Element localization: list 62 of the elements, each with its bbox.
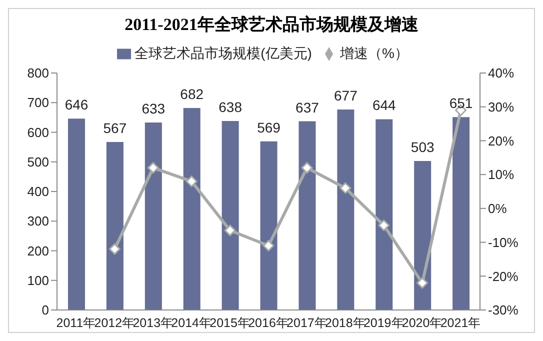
y-tick-label: 200 [27,243,49,258]
x-tick-label: 2020年 [402,316,443,330]
bar [183,108,200,310]
y-tick-label: 100 [27,272,49,288]
point [224,224,236,236]
data-label: 646 [64,96,88,113]
x-tick-label: 2012年 [94,316,136,330]
x-tick-label: 2018年 [325,316,366,330]
x-tick-label: 2013年 [132,316,174,330]
bar [376,119,393,310]
point [108,243,120,255]
x-tick-label: 2014年 [171,316,212,330]
data-label: 677 [334,87,358,104]
data-label: 503 [410,138,434,155]
data-label: 651 [449,95,473,112]
y-tick-label: 500 [27,154,49,170]
legend-label: 全球艺术品市场规模(亿美元) [134,45,312,61]
x-tick-label: 2015年 [210,316,250,330]
y-tick-label: 700 [27,95,49,110]
y2-tick-label: 20% [488,133,514,148]
y-tick-label: 600 [27,124,49,140]
x-tick-label: 2016年 [248,316,289,330]
point [147,162,159,174]
bar [298,121,316,310]
bar [414,160,432,310]
bar [260,141,278,310]
bar [222,120,239,310]
bar [337,109,354,310]
x-tick-label: 2017年 [286,316,328,330]
legend-label: 增速（%） [340,45,408,61]
data-label: 638 [218,98,242,115]
point [416,277,428,289]
bar [452,117,470,310]
y2-tick-label: -20% [488,268,519,284]
bar [144,122,162,310]
data-label: 569 [257,119,281,136]
data-label: 633 [142,100,166,116]
bar [68,118,85,310]
data-label: 682 [180,86,204,102]
y2-tick-label: -30% [488,302,519,318]
y2-tick-label: 0% [488,201,508,216]
x-tick-label: 2011年 [56,316,96,330]
y2-tick-label: 10% [488,167,514,182]
y-tick-label: 0 [42,302,49,318]
point [340,182,352,194]
data-label: 637 [296,99,320,116]
y2-tick-label: -10% [488,234,519,250]
data-label: 567 [103,120,127,136]
y-tick-label: 400 [27,184,49,200]
point [262,240,274,252]
point [378,220,390,232]
point [301,162,313,174]
y2-tick-label: 40% [488,66,514,81]
bar [106,142,124,310]
point [186,176,198,188]
y-tick-label: 300 [27,214,49,229]
chart-title: 2011-2021年全球艺术品市场规模及增速 [124,14,420,35]
x-tick-label: 2019年 [363,316,404,330]
y-tick-label: 800 [27,66,49,81]
data-label: 644 [372,97,396,114]
y2-tick-label: 30% [488,99,514,114]
x-tick-label: 2021年 [440,316,482,330]
